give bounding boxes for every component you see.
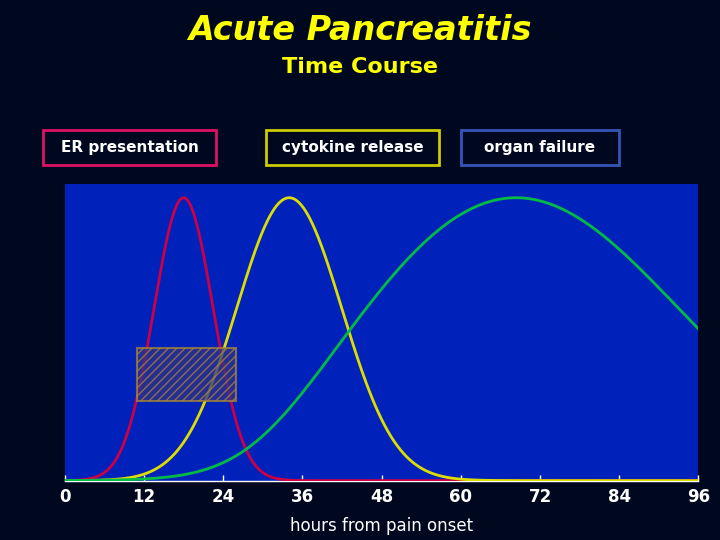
Text: Time Course: Time Course	[282, 57, 438, 77]
Text: organ failure: organ failure	[485, 140, 595, 154]
X-axis label: hours from pain onset: hours from pain onset	[290, 517, 473, 535]
Text: cytokine release: cytokine release	[282, 140, 423, 154]
Bar	[138, 348, 236, 401]
Text: Acute Pancreatitis: Acute Pancreatitis	[188, 14, 532, 46]
Text: ER presentation: ER presentation	[60, 140, 199, 154]
